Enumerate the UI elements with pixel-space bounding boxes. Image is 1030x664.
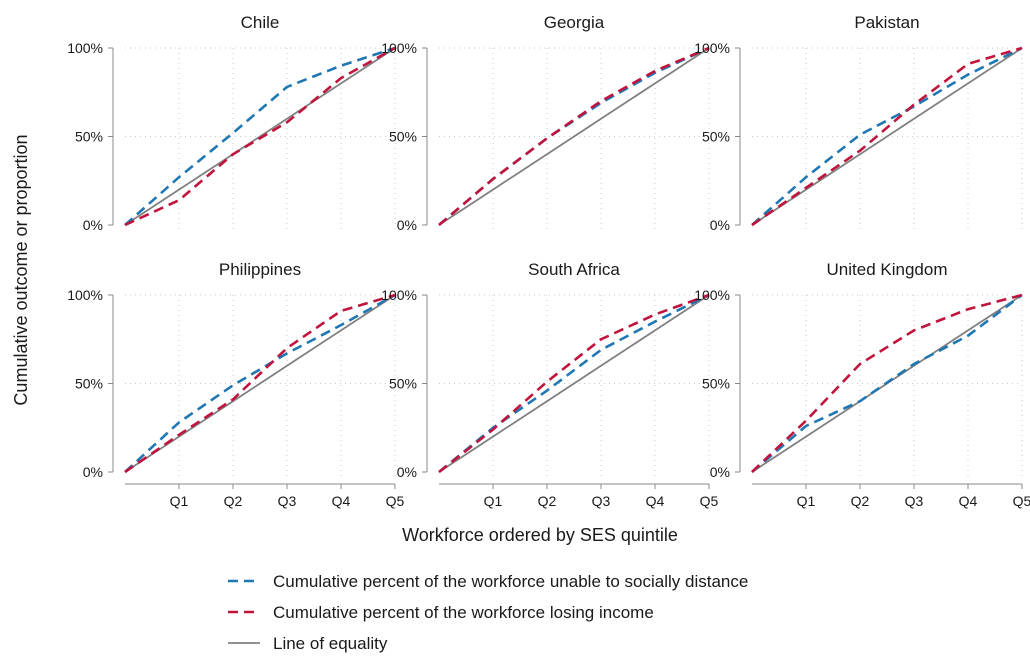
legend: Cumulative percent of the workforce unab… — [228, 572, 748, 653]
y-tick-label: 0% — [83, 464, 103, 480]
y-tick-label: 0% — [710, 464, 730, 480]
x-tick-label: Q3 — [905, 493, 924, 509]
panel-title: Pakistan — [854, 13, 919, 32]
x-tick-label: Q1 — [484, 493, 503, 509]
y-tick-label: 100% — [381, 287, 417, 303]
y-tick-label: 0% — [83, 217, 103, 233]
x-axis-title: Workforce ordered by SES quintile — [402, 525, 678, 545]
y-tick-label: 50% — [389, 376, 417, 392]
y-tick-label: 50% — [75, 376, 103, 392]
legend-label: Line of equality — [273, 634, 388, 653]
series-line-equality — [438, 294, 710, 473]
x-tick-label: Q3 — [592, 493, 611, 509]
y-tick-label: 50% — [389, 129, 417, 145]
series-line-unable-to-distance — [438, 293, 710, 474]
y-tick-label: 100% — [67, 40, 103, 56]
panel: Chile 0% 50% 100% — [67, 13, 396, 233]
x-tick-label: Q1 — [797, 493, 816, 509]
series-line-equality — [438, 47, 710, 226]
panel: Georgia 0% 50% 100% — [381, 13, 710, 233]
panel: South Africa 0% 50% 100% Q1 Q2 Q3 Q4 Q5 — [381, 260, 718, 509]
panel-title: Philippines — [219, 260, 301, 279]
y-tick-label: 100% — [381, 40, 417, 56]
series-line-losing-income — [438, 293, 710, 474]
series-line-losing-income — [124, 293, 396, 474]
y-tick-label: 50% — [75, 129, 103, 145]
series-line-unable-to-distance — [124, 46, 396, 226]
y-tick-label: 50% — [702, 376, 730, 392]
x-tick-label: Q1 — [170, 493, 189, 509]
panel-title: Georgia — [544, 13, 605, 32]
y-tick-label: 100% — [694, 40, 730, 56]
x-tick-label: Q2 — [224, 493, 243, 509]
y-tick-label: 100% — [694, 287, 730, 303]
series-line-equality — [124, 47, 396, 226]
y-tick-label: 50% — [702, 129, 730, 145]
x-tick-label: Q3 — [278, 493, 297, 509]
x-tick-label: Q5 — [700, 493, 719, 509]
panel: Philippines 0% 50% 100% Q1 Q2 Q3 Q4 Q5 — [67, 260, 404, 509]
series-line-losing-income — [751, 46, 1023, 227]
legend-label: Cumulative percent of the workforce unab… — [273, 572, 748, 591]
x-tick-label: Q4 — [332, 493, 351, 509]
panel: Pakistan 0% 50% 100% — [694, 13, 1023, 233]
panel-title: United Kingdom — [827, 260, 948, 279]
series-line-losing-income — [438, 46, 710, 226]
series-line-losing-income — [751, 293, 1023, 473]
y-tick-label: 0% — [397, 217, 417, 233]
x-tick-label: Q4 — [646, 493, 665, 509]
series-line-unable-to-distance — [751, 293, 1023, 473]
panel-title: South Africa — [528, 260, 620, 279]
legend-label: Cumulative percent of the workforce losi… — [273, 603, 654, 622]
x-tick-label: Q5 — [1013, 493, 1030, 509]
y-tick-label: 100% — [67, 287, 103, 303]
series-line-unable-to-distance — [751, 46, 1023, 226]
panel: United Kingdom 0% 50% 100% Q1 Q2 Q3 Q4 Q5 — [694, 260, 1030, 509]
x-tick-label: Q2 — [851, 493, 870, 509]
x-tick-label: Q2 — [538, 493, 557, 509]
series-line-unable-to-distance — [124, 293, 396, 473]
y-tick-label: 0% — [397, 464, 417, 480]
x-tick-label: Q5 — [386, 493, 405, 509]
panel-title: Chile — [241, 13, 280, 32]
series-line-unable-to-distance — [438, 46, 710, 226]
series-line-losing-income — [124, 46, 396, 227]
x-tick-label: Q4 — [959, 493, 978, 509]
y-tick-label: 0% — [710, 217, 730, 233]
panels-group: Chile 0% 50% 100% Georgia 0% 50% 100% Pakistan 0%… — [67, 13, 1030, 509]
y-axis-title: Cumulative outcome or proportion — [11, 134, 31, 405]
